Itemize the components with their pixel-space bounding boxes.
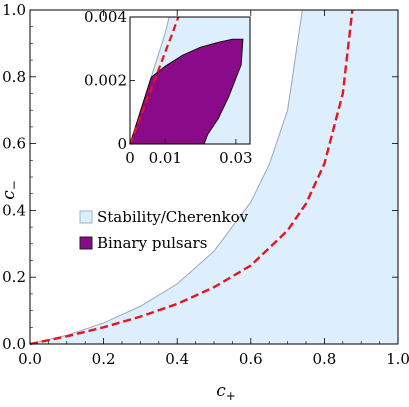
inset-binary-pulsars-region (129, 38, 244, 145)
x-tick-label: 0.8 (312, 350, 336, 368)
x-tick-label: 0.2 (92, 350, 116, 368)
x-tick-label: 1.0 (386, 350, 409, 368)
legend-swatch-binary-pulsars (79, 236, 93, 250)
y-tick-label: 0.2 (2, 268, 26, 286)
x-axis-label-subscript: + (226, 389, 236, 403)
stability-boundary-line (29, 9, 303, 345)
legend-label-binary-pulsars: Binary pulsars (97, 234, 207, 252)
inset-x-tick-label: 0.01 (149, 149, 182, 167)
inset-y-tick-label: 0.002 (84, 72, 127, 90)
x-tick-label: 0.6 (239, 350, 263, 368)
y-axis-label-main: c (0, 190, 19, 200)
x-axis-label-main: c (216, 381, 226, 401)
legend-label-stability: Stability/Cherenkov (97, 208, 249, 226)
y-axis-label: c− (0, 180, 21, 200)
inset-y-tick-label: 0 (117, 135, 127, 153)
inset-dashed-curve-line (128, 16, 180, 145)
inset-y-tick-label: 0.004 (84, 8, 127, 26)
stability-region (30, 10, 398, 344)
y-tick-label: 0.4 (2, 201, 26, 219)
legend-swatch-stability (79, 210, 93, 224)
x-tick-label: 0.4 (165, 350, 189, 368)
x-tick-label: 0.0 (18, 350, 42, 368)
inset-x-tick-label: 0.03 (219, 149, 252, 167)
y-tick-label: 0.8 (2, 68, 26, 86)
dashed-curve-line (29, 9, 354, 346)
inset-plot: 0 0.01 0.03 0 0.002 0.004 (84, 8, 253, 167)
x-axis-label: c+ (216, 381, 236, 403)
main-plot: 0.0 0.2 0.4 0.6 0.8 1.0 0.0 0.2 0.4 0.6 0.8 1.0 (2, 1, 409, 368)
legend: Stability/Cherenkov Binary pulsars (79, 208, 249, 252)
y-axis-label-subscript: − (7, 180, 21, 190)
y-tick-label: 1.0 (2, 1, 26, 19)
inset-x-tick-label: 0 (125, 149, 135, 167)
y-tick-label: 0.0 (2, 335, 26, 353)
y-tick-label: 0.6 (2, 135, 26, 153)
